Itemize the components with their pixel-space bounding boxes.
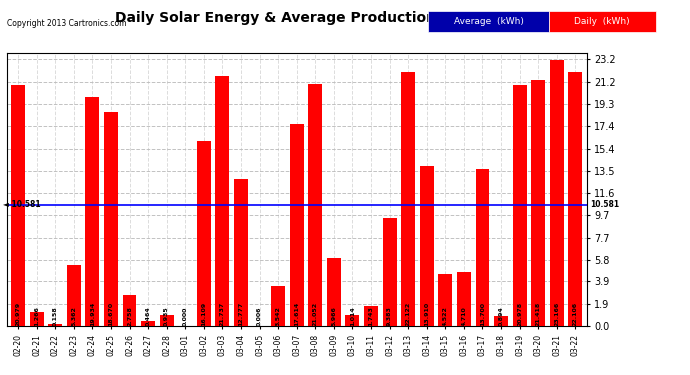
Text: 1.743: 1.743 — [368, 306, 373, 326]
Bar — [308, 84, 322, 326]
Text: 20.978: 20.978 — [517, 302, 522, 326]
Bar — [159, 315, 174, 326]
Bar — [475, 169, 489, 326]
Bar — [11, 85, 25, 326]
Bar — [86, 97, 99, 326]
Bar — [215, 76, 229, 326]
Text: Average  (kWh): Average (kWh) — [453, 17, 524, 26]
Text: 5.966: 5.966 — [331, 306, 336, 326]
Text: 13.700: 13.700 — [480, 302, 485, 326]
Text: 5.362: 5.362 — [71, 306, 77, 326]
Bar — [104, 111, 118, 326]
Bar — [197, 141, 210, 326]
Bar — [457, 272, 471, 326]
Text: 16.109: 16.109 — [201, 302, 206, 326]
Text: 20.979: 20.979 — [16, 302, 21, 326]
Text: 3.542: 3.542 — [275, 306, 281, 326]
Text: 4.710: 4.710 — [462, 306, 466, 326]
Text: Daily  (kWh): Daily (kWh) — [574, 17, 629, 26]
Bar — [346, 315, 359, 326]
Text: 21.737: 21.737 — [220, 302, 225, 326]
Bar — [494, 316, 508, 326]
Text: 2.758: 2.758 — [127, 306, 132, 326]
Bar — [531, 80, 545, 326]
Bar — [420, 166, 434, 326]
Text: 0.158: 0.158 — [52, 306, 58, 326]
Bar — [364, 306, 378, 326]
Text: ◄ 10.581: ◄ 10.581 — [3, 200, 41, 209]
Bar — [234, 179, 248, 326]
Text: 9.383: 9.383 — [387, 306, 392, 326]
Text: 17.614: 17.614 — [294, 302, 299, 326]
Bar — [141, 321, 155, 326]
Text: Daily Solar Energy & Average Production Sat Mar 23 06:57: Daily Solar Energy & Average Production … — [115, 11, 575, 25]
Text: 0.464: 0.464 — [146, 306, 150, 326]
Bar — [383, 218, 397, 326]
Text: 22.106: 22.106 — [573, 302, 578, 326]
Bar — [30, 312, 43, 326]
Text: 10.581: 10.581 — [590, 200, 620, 209]
Text: 21.418: 21.418 — [535, 302, 541, 326]
Bar — [271, 285, 285, 326]
Text: 0.000: 0.000 — [183, 306, 188, 326]
Text: 4.522: 4.522 — [443, 306, 448, 326]
Bar — [290, 124, 304, 326]
Text: 22.122: 22.122 — [406, 302, 411, 326]
Text: 12.777: 12.777 — [239, 302, 244, 326]
Text: 13.910: 13.910 — [424, 302, 429, 326]
Bar — [67, 265, 81, 326]
Bar — [401, 72, 415, 326]
Bar — [327, 258, 341, 326]
Text: Copyright 2013 Cartronics.com: Copyright 2013 Cartronics.com — [7, 19, 126, 28]
Bar — [569, 72, 582, 326]
Text: 0.006: 0.006 — [257, 306, 262, 326]
Text: 23.166: 23.166 — [554, 302, 560, 326]
Bar — [438, 274, 452, 326]
Bar — [513, 85, 526, 326]
Bar — [123, 294, 137, 326]
Text: 1.266: 1.266 — [34, 306, 39, 326]
Text: 0.894: 0.894 — [499, 306, 504, 326]
Bar — [48, 324, 62, 326]
Text: 19.934: 19.934 — [90, 302, 95, 326]
Text: 18.670: 18.670 — [108, 302, 113, 326]
Text: 1.014: 1.014 — [350, 306, 355, 326]
Text: 0.935: 0.935 — [164, 306, 169, 326]
Bar — [550, 60, 564, 326]
Text: 21.052: 21.052 — [313, 302, 318, 326]
